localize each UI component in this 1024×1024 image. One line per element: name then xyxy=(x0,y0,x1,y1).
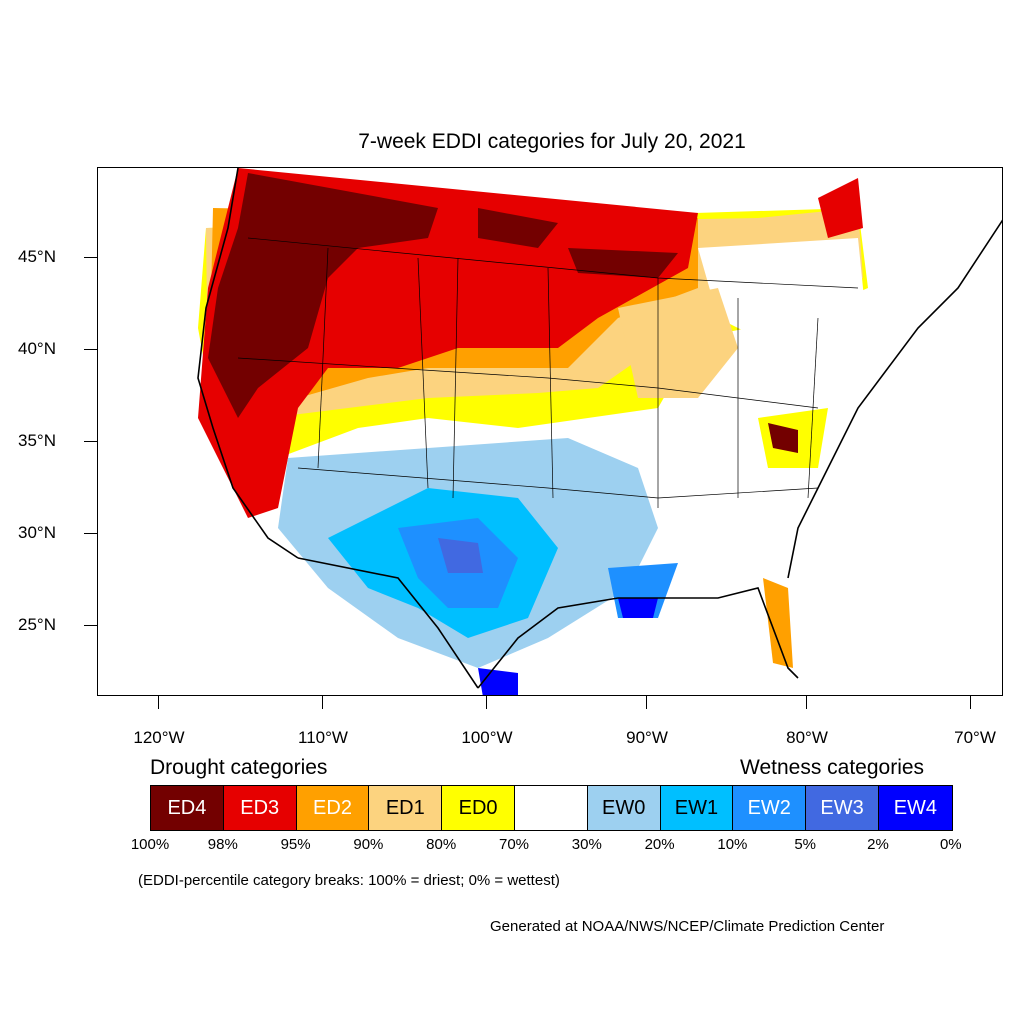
eddi-map xyxy=(97,167,1003,696)
lon-label-100w: 100°W xyxy=(461,728,513,747)
legend-swatch-ed3: ED3 xyxy=(223,786,297,830)
drought-heading: Drought categories xyxy=(150,756,328,779)
percent-break-label: 98% xyxy=(207,836,238,853)
category-note: (EDDI-percentile category breaks: 100% =… xyxy=(138,872,560,889)
percent-break-label: 10% xyxy=(717,836,748,853)
percent-break-label: 30% xyxy=(571,836,602,853)
percent-break-label: 0% xyxy=(939,836,962,853)
percent-break-label: 5% xyxy=(794,836,817,853)
percent-break-label: 95% xyxy=(280,836,311,853)
lon-tick xyxy=(486,696,487,709)
category-legend: ED4 ED3 ED2 ED1 ED0 EW0 EW1 EW2 EW3 EW4 xyxy=(150,785,953,831)
lat-label-30: 30°N xyxy=(18,523,56,542)
lat-label-35: 35°N xyxy=(18,431,56,450)
lat-label-40: 40°N xyxy=(18,339,56,358)
lon-label-90w: 90°W xyxy=(626,728,668,747)
lat-tick xyxy=(84,349,97,350)
wetness-fill-layer xyxy=(278,438,678,695)
lon-label-110w: 110°W xyxy=(298,728,348,747)
legend-swatch-ed1: ED1 xyxy=(369,786,443,830)
credit-line: Generated at NOAA/NWS/NCEP/Climate Predi… xyxy=(490,918,885,935)
legend-swatch-ed0: ED0 xyxy=(442,786,515,830)
lat-tick xyxy=(84,441,97,442)
legend-swatch-ed2: ED2 xyxy=(296,786,370,830)
legend-swatch-ew4: EW4 xyxy=(878,786,952,830)
lon-label-80w: 80°W xyxy=(786,728,828,747)
coastline xyxy=(197,168,1002,689)
legend-swatch-ew0: EW0 xyxy=(587,786,661,830)
legend-swatch-ew1: EW1 xyxy=(660,786,734,830)
lat-label-25: 25°N xyxy=(18,615,56,634)
lon-tick xyxy=(970,696,971,709)
lon-tick xyxy=(646,696,647,709)
lon-label-120w: 120°W xyxy=(133,728,185,747)
lon-label-70w: 70°W xyxy=(954,728,996,747)
legend-swatch-ew3: EW3 xyxy=(806,786,879,830)
percent-break-label: 80% xyxy=(426,836,457,853)
drought-fill-layer xyxy=(198,168,868,668)
lon-tick xyxy=(158,696,159,709)
state-boundaries xyxy=(237,237,859,508)
percent-break-label: 2% xyxy=(867,836,889,853)
legend-swatch-ew2: EW2 xyxy=(733,786,807,830)
legend-swatch-neutral xyxy=(514,786,588,830)
map-title: 7-week EDDI categories for July 20, 2021 xyxy=(358,130,746,153)
lat-tick xyxy=(84,533,97,534)
wetness-heading: Wetness categories xyxy=(740,756,925,779)
lat-tick xyxy=(84,625,97,626)
percent-break-label: 20% xyxy=(644,836,675,853)
lon-tick xyxy=(806,696,807,709)
lat-tick xyxy=(84,257,97,258)
lon-tick xyxy=(322,696,323,709)
percent-break-label: 100% xyxy=(130,836,170,853)
lat-label-45: 45°N xyxy=(18,247,56,266)
percent-break-label: 90% xyxy=(353,836,384,853)
eddi-map-canvas xyxy=(197,168,1002,695)
percent-break-label: 70% xyxy=(498,836,530,853)
legend-swatch-ed4: ED4 xyxy=(151,786,224,830)
